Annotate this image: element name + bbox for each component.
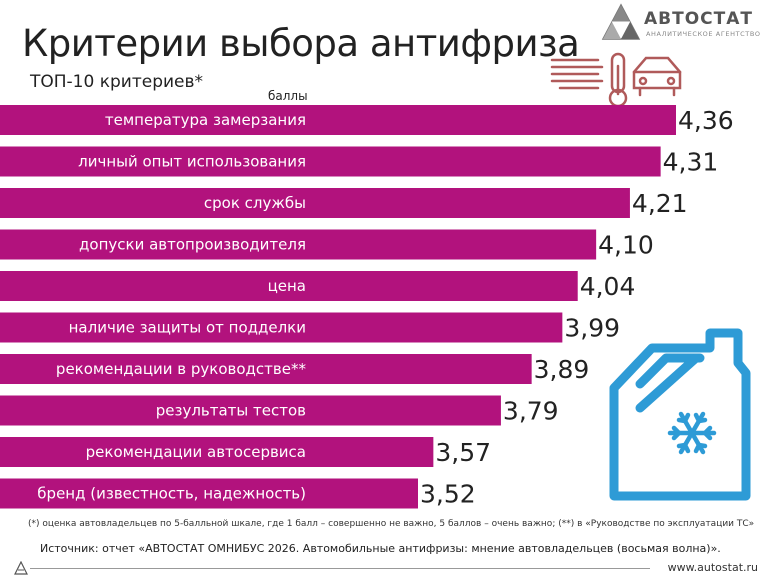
bar <box>0 478 418 509</box>
value-label: 3,52 <box>420 480 476 509</box>
category-label: результаты тестов <box>156 402 306 420</box>
value-label: 4,10 <box>598 231 654 260</box>
category-label: цена <box>268 277 306 295</box>
category-label: наличие защиты от подделки <box>69 319 306 337</box>
value-label: 4,21 <box>632 189 688 218</box>
value-label: 4,04 <box>580 272 636 301</box>
bar <box>0 146 661 177</box>
category-label: бренд (известность, надежность) <box>37 485 306 503</box>
value-label: 3,57 <box>435 438 491 467</box>
source-note: Источник: отчет «АВТОСТАТ ОМНИБУС 2026. … <box>40 542 721 555</box>
page-title: Критерии выбора антифриза <box>22 22 580 65</box>
footer-rule <box>30 568 650 569</box>
footnote: (*) оценка автовладельцев по 5-балльной … <box>28 519 755 529</box>
bar <box>0 354 532 384</box>
bar <box>0 395 501 426</box>
category-label: допуски автопроизводителя <box>79 236 306 254</box>
category-label: рекомендации автосервиса <box>86 443 306 461</box>
units-label: баллы <box>268 89 308 103</box>
avtostat-logo: АВТОСТАТ аналитическое агентство <box>598 3 766 43</box>
bar <box>0 188 630 218</box>
bar <box>0 312 563 343</box>
triangle-mark-icon <box>14 561 28 575</box>
bar-chart: температура замерзания 4,36 личный опыт ис… <box>0 105 734 509</box>
value-label: 3,79 <box>503 397 559 426</box>
bar <box>0 271 578 301</box>
logo-name: АВТОСТАТ <box>644 9 753 29</box>
category-label: личный опыт использования <box>78 153 306 171</box>
avtostat-logo-icon <box>601 3 641 40</box>
value-label: 4,31 <box>663 148 719 177</box>
value-label: 3,99 <box>564 314 620 343</box>
value-label: 3,89 <box>534 355 590 384</box>
site-link[interactable]: www.autostat.ru <box>667 561 758 574</box>
category-label: срок службы <box>204 194 306 212</box>
page-subtitle: ТОП-10 критериев* <box>30 72 204 92</box>
category-label: температура замерзания <box>105 111 306 129</box>
value-label: 4,36 <box>678 106 734 135</box>
bar <box>0 437 434 467</box>
category-label: рекомендации в руководстве** <box>56 360 307 378</box>
antifreeze-canister-snowflake-icon <box>609 328 751 501</box>
bar <box>0 229 597 260</box>
logo-tagline: аналитическое агентство <box>646 30 761 38</box>
bar <box>0 105 676 135</box>
